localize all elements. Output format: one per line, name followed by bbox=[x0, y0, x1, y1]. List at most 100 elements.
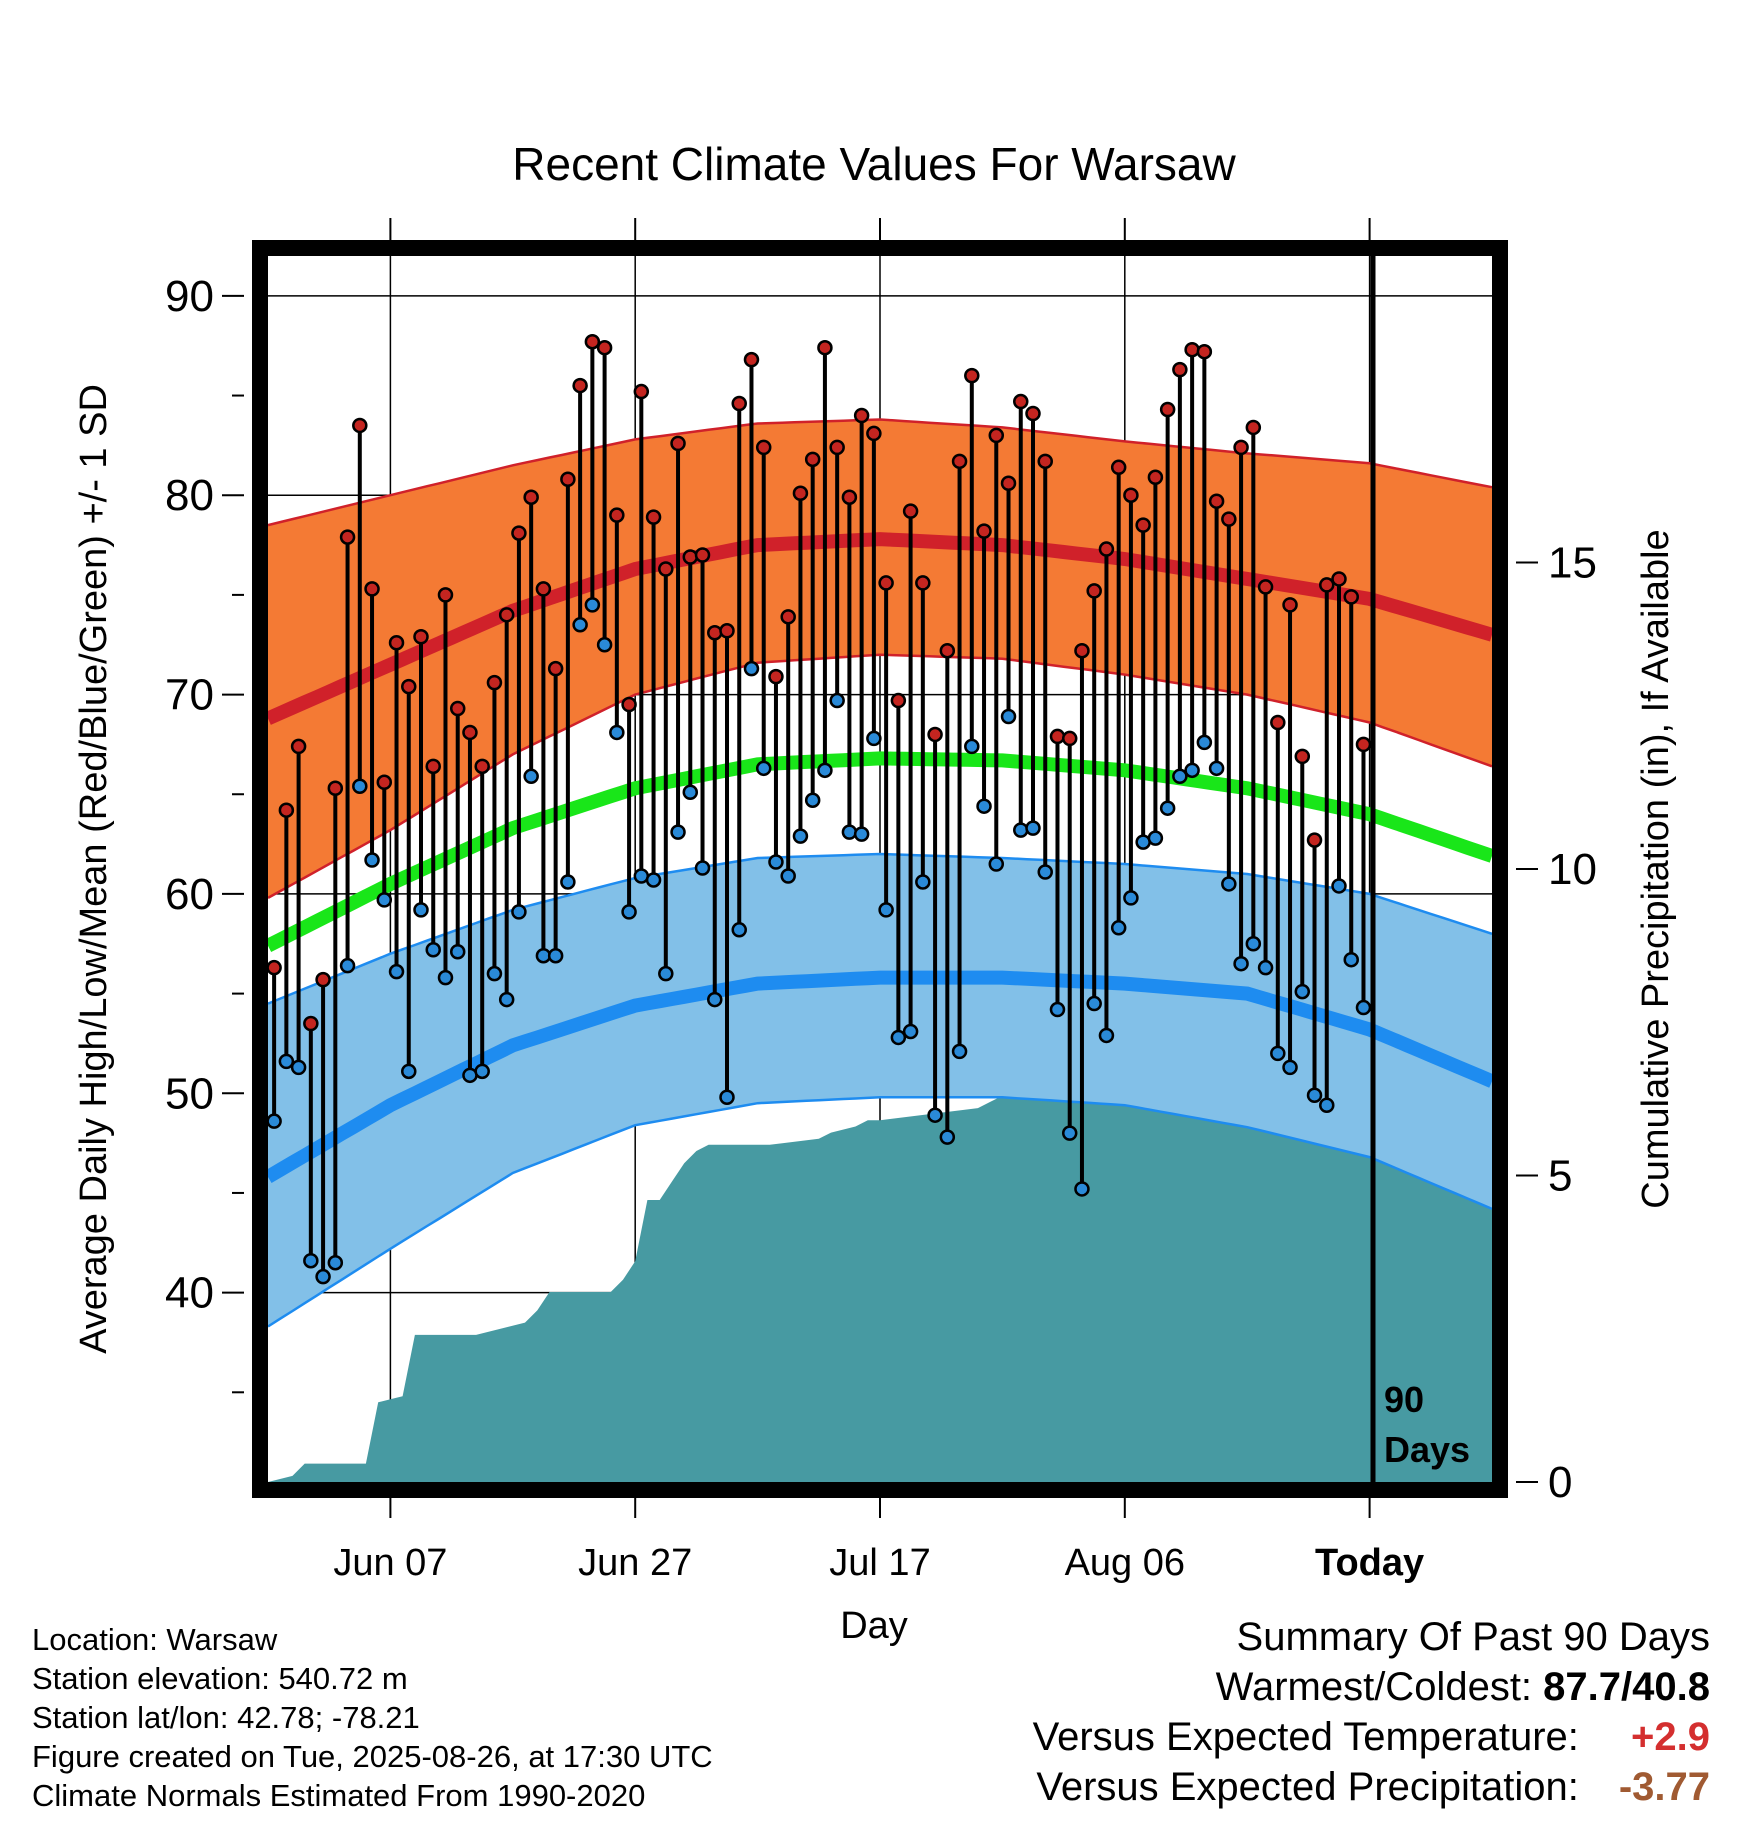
day-low-point bbox=[939, 1129, 956, 1145]
day-low-point bbox=[401, 1063, 417, 1080]
day-low-point bbox=[511, 904, 527, 920]
day-low-point bbox=[841, 824, 858, 840]
day-high-point bbox=[902, 503, 919, 519]
day-low-point bbox=[621, 904, 637, 920]
left-tick-label-80: 80 bbox=[165, 471, 214, 520]
day-low-point bbox=[1208, 760, 1225, 777]
day-low-point bbox=[327, 1254, 344, 1271]
station-metadata: Location: Warsaw Station elevation: 540.… bbox=[32, 1620, 713, 1815]
day-low-point bbox=[829, 692, 845, 709]
summary-warm-cold: Warmest/Coldest: 87.7/40.8 bbox=[1033, 1662, 1710, 1712]
summary-precip: Versus Expected Precipitation: -3.77 bbox=[1033, 1762, 1710, 1812]
day-low-point bbox=[804, 792, 821, 808]
right-axis-label: Cumulative Precipitation (in), If Availa… bbox=[1635, 529, 1677, 1208]
day-low-point bbox=[1098, 1027, 1115, 1044]
day-high-point bbox=[633, 383, 650, 400]
low-upper-edge bbox=[267, 852, 1493, 1005]
day-low-point bbox=[413, 902, 429, 918]
day-low-point bbox=[1282, 1059, 1298, 1076]
day-low-point bbox=[719, 1089, 735, 1106]
day-low-point bbox=[964, 738, 980, 755]
day-high-point bbox=[780, 609, 796, 625]
day-low-point bbox=[523, 768, 539, 785]
day-high-point bbox=[1159, 401, 1176, 418]
day-low-point bbox=[376, 892, 393, 908]
day-low-point bbox=[743, 660, 760, 677]
day-high-point bbox=[572, 377, 588, 394]
day-high-point bbox=[462, 724, 478, 741]
daily-observations bbox=[266, 333, 1372, 1285]
day-low-point bbox=[1196, 734, 1213, 751]
day-low-point bbox=[1331, 878, 1347, 894]
day-high-point bbox=[498, 607, 515, 623]
left-tick-label-60: 60 bbox=[165, 870, 214, 919]
day-low-point bbox=[915, 874, 931, 890]
warm-cold-value: 87.7/40.8 bbox=[1543, 1665, 1710, 1709]
day-high-point bbox=[1000, 475, 1017, 492]
day-low-point bbox=[290, 1059, 307, 1076]
day-high-point bbox=[1282, 597, 1298, 613]
day-low-point bbox=[1110, 920, 1127, 936]
day-high-point bbox=[817, 339, 833, 356]
high-normal-line bbox=[265, 532, 1494, 725]
day-high-point bbox=[621, 696, 637, 713]
day-low-point bbox=[352, 778, 368, 795]
day-low-point bbox=[1245, 936, 1262, 952]
day-low-point bbox=[792, 828, 809, 844]
x-axis-label: Day bbox=[840, 1605, 908, 1647]
low-normal-line bbox=[264, 970, 1495, 1184]
day-high-point bbox=[1319, 577, 1335, 593]
day-low-point bbox=[266, 1113, 282, 1129]
day-low-point bbox=[853, 826, 870, 842]
meta-latlon: Station lat/lon: 42.78; -78.21 bbox=[32, 1700, 420, 1735]
day-high-point bbox=[339, 529, 356, 545]
day-low-point bbox=[670, 824, 686, 840]
day-high-point bbox=[1221, 511, 1237, 527]
left-axis: 40 50 60 70 80 90 bbox=[165, 272, 244, 1394]
day-low-point bbox=[694, 860, 711, 876]
right-axis: 0 5 10 15 bbox=[1516, 539, 1597, 1507]
left-tick-label-70: 70 bbox=[165, 671, 214, 720]
day-high-point bbox=[278, 802, 295, 818]
x-tick-label-30: Jun 27 bbox=[578, 1542, 692, 1584]
day-low-point bbox=[547, 947, 564, 964]
day-high-point bbox=[364, 581, 380, 597]
day-low-point bbox=[303, 1252, 319, 1269]
right-tick-label-0: 0 bbox=[1548, 1458, 1572, 1507]
day-high-point bbox=[1196, 343, 1213, 360]
day-low-point bbox=[584, 597, 601, 613]
x-tick-label-90: Today bbox=[1315, 1542, 1424, 1584]
day-high-point bbox=[290, 738, 307, 755]
day-low-point bbox=[682, 784, 699, 801]
day-high-point bbox=[401, 678, 417, 695]
high-upper-edge bbox=[267, 418, 1493, 527]
day-high-point bbox=[694, 547, 711, 563]
day-high-point bbox=[951, 453, 968, 470]
day-high-point bbox=[413, 629, 429, 645]
day-high-point bbox=[1098, 541, 1115, 557]
day-high-point bbox=[486, 674, 503, 691]
x-tick-label-50: Jul 17 bbox=[829, 1542, 930, 1584]
day-low-point bbox=[1184, 762, 1200, 779]
summary-heading: Summary Of Past 90 Days bbox=[1236, 1615, 1710, 1659]
day-low-point bbox=[1270, 1045, 1286, 1062]
right-tick-label-10: 10 bbox=[1548, 845, 1597, 894]
day-low-point bbox=[1257, 959, 1274, 976]
day-high-point bbox=[878, 575, 894, 591]
left-tick-label-90: 90 bbox=[165, 272, 214, 321]
day-high-point bbox=[1208, 493, 1225, 509]
day-low-point bbox=[878, 902, 894, 918]
day-high-point bbox=[1331, 571, 1347, 587]
day-low-point bbox=[780, 868, 796, 884]
day-low-point bbox=[486, 965, 503, 982]
day-high-point bbox=[707, 625, 723, 641]
day-high-point bbox=[755, 439, 772, 456]
day-high-point bbox=[1343, 589, 1359, 605]
day-low-point bbox=[1319, 1097, 1335, 1113]
day-high-point bbox=[449, 700, 466, 717]
day-low-point bbox=[1343, 951, 1359, 968]
x-axis: Jun 07 Jun 27 Jul 17 Aug 06 Today bbox=[333, 218, 1424, 1584]
day-high-point bbox=[890, 692, 907, 709]
day-high-point bbox=[437, 587, 454, 603]
meta-elevation: Station elevation: 540.72 m bbox=[32, 1661, 408, 1696]
